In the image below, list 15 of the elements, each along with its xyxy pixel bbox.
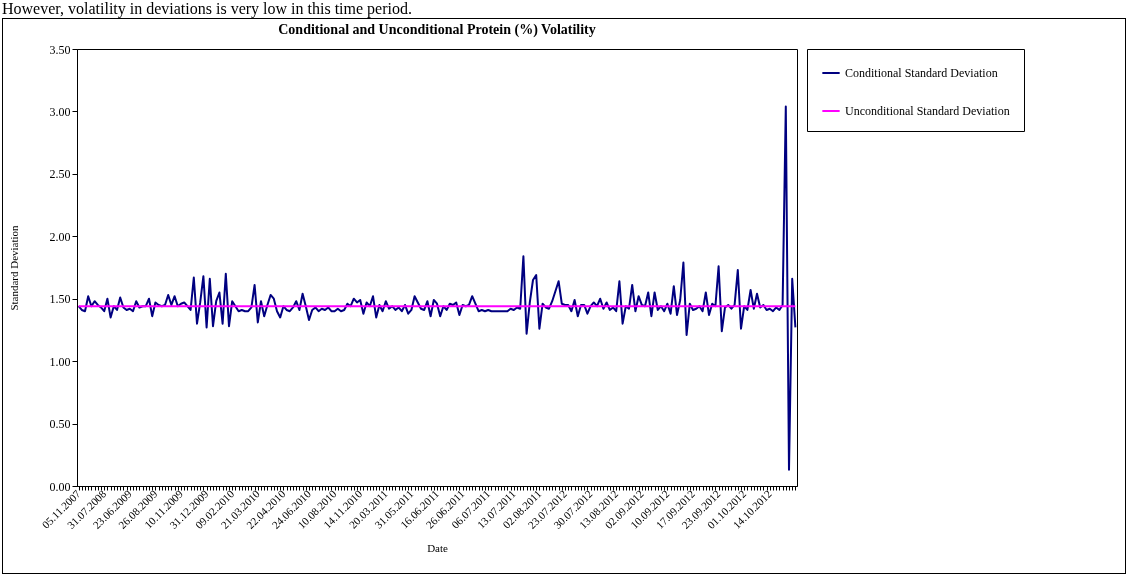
y-tick-label: 1.50 — [49, 292, 71, 307]
y-tick-label: 3.00 — [49, 104, 71, 119]
y-tick-label: 2.50 — [49, 167, 71, 182]
line-series — [77, 105, 797, 471]
y-tick-label: 0.50 — [49, 417, 71, 432]
text: However, volatility in deviations is very low in this time period. — [1, 0, 413, 18]
x-axis-title: Date — [427, 542, 448, 555]
y-tick-label: 2.00 — [49, 229, 71, 244]
y-tick-label: 1.00 — [49, 354, 71, 369]
legend-label: Conditional Standard Deviation — [845, 66, 998, 80]
y-tick-label: 3.50 — [49, 42, 71, 57]
chart-title: Conditional and Unconditional Protein (%) Volatility — [278, 22, 596, 38]
y-axis-title: Standard Deviation — [7, 224, 20, 311]
legend-label: Unconditional Standard Deviation — [845, 104, 1010, 118]
y-tick-label: 0.00 — [49, 479, 71, 494]
